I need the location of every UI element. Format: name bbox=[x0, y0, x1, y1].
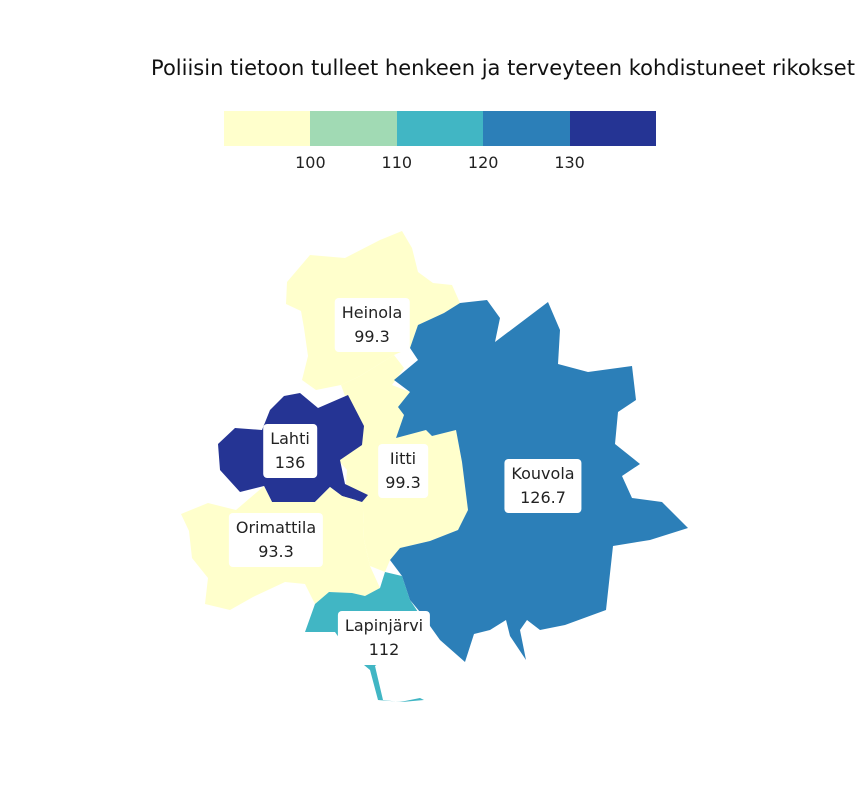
label-kouvola-value: 126.7 bbox=[520, 488, 566, 507]
label-heinola-name: Heinola bbox=[341, 303, 403, 322]
label-lahti-name: Lahti bbox=[270, 429, 310, 448]
legend-tick-100: 100 bbox=[295, 153, 326, 172]
label-lapinjarvi-name: Lapinjärvi bbox=[344, 616, 424, 635]
legend-swatch-3 bbox=[396, 111, 484, 146]
label-orimattila-value: 93.3 bbox=[258, 542, 294, 561]
label-heinola-value: 99.3 bbox=[354, 327, 390, 346]
label-orimattila-name: Orimattila bbox=[235, 518, 317, 537]
map-title: Poliisin tietoon tulleet henkeen ja terv… bbox=[151, 56, 855, 80]
label-kouvola: Kouvola 126.7 bbox=[504, 459, 582, 513]
legend-swatch-1 bbox=[224, 111, 311, 146]
label-iitti-value: 99.3 bbox=[385, 473, 421, 492]
legend-swatch-2 bbox=[310, 111, 397, 146]
label-iitti: Iitti 99.3 bbox=[378, 444, 428, 498]
color-legend: 100 110 120 130 bbox=[224, 111, 656, 181]
label-lapinjarvi: Lapinjärvi 112 bbox=[337, 611, 431, 665]
legend-tick-130: 130 bbox=[554, 153, 585, 172]
label-iitti-name: Iitti bbox=[389, 449, 417, 468]
label-lapinjarvi-value: 112 bbox=[368, 640, 400, 659]
label-orimattila: Orimattila 93.3 bbox=[228, 513, 324, 567]
legend-tick-120: 120 bbox=[467, 153, 499, 172]
legend-swatch-4 bbox=[483, 111, 570, 146]
label-lahti: Lahti 136 bbox=[263, 424, 317, 478]
legend-swatch-5 bbox=[569, 111, 656, 146]
label-heinola: Heinola 99.3 bbox=[334, 298, 410, 352]
label-kouvola-name: Kouvola bbox=[511, 464, 575, 483]
label-lahti-value: 136 bbox=[274, 453, 306, 472]
legend-tick-110: 110 bbox=[381, 153, 413, 172]
